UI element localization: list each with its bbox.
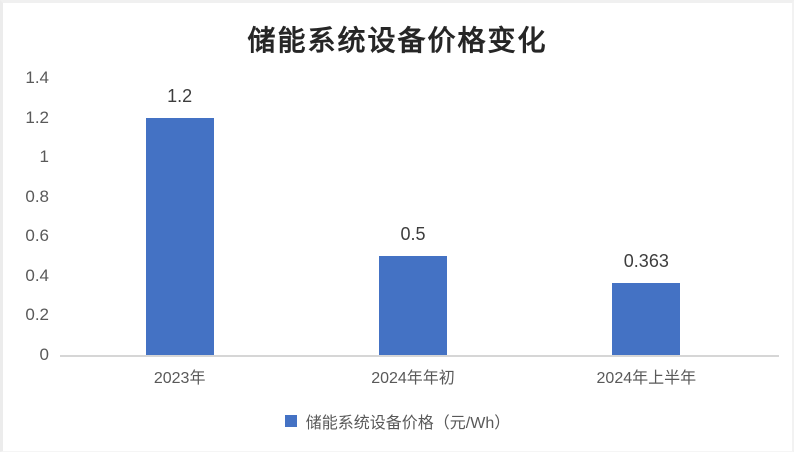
- y-tick-label: 1.2: [25, 107, 49, 127]
- y-tick-label: 0.6: [25, 226, 49, 246]
- bar-2023年: [145, 117, 214, 355]
- bar-value-label: 0.363: [623, 251, 669, 272]
- bar-value-label: 0.5: [400, 224, 426, 245]
- x-axis-label: 2023年: [153, 370, 206, 387]
- y-tick-label: 0.4: [25, 265, 49, 285]
- y-tick-label: 0: [39, 345, 49, 364]
- x-axis-label: 2024年年初: [371, 370, 455, 387]
- bar-2024年上半年: [612, 283, 681, 355]
- bar-2024年年初: [379, 256, 447, 355]
- legend-label: 储能系统设备价格（元/Wh）: [305, 415, 511, 432]
- bar-value-label: 1.2: [167, 85, 193, 106]
- x-axis-line: [60, 355, 779, 357]
- chart-title: 储能系统设备价格变化: [247, 26, 548, 57]
- y-tick-label: 1: [39, 147, 49, 167]
- legend-marker-icon: [284, 415, 297, 427]
- legend: 储能系统设备价格（元/Wh）: [3, 409, 792, 433]
- y-tick-label: 0.8: [25, 186, 49, 206]
- x-axis-label: 2024年上半年: [596, 370, 697, 387]
- y-tick-label: 1.4: [25, 68, 49, 87]
- y-tick-label: 0.2: [25, 305, 49, 325]
